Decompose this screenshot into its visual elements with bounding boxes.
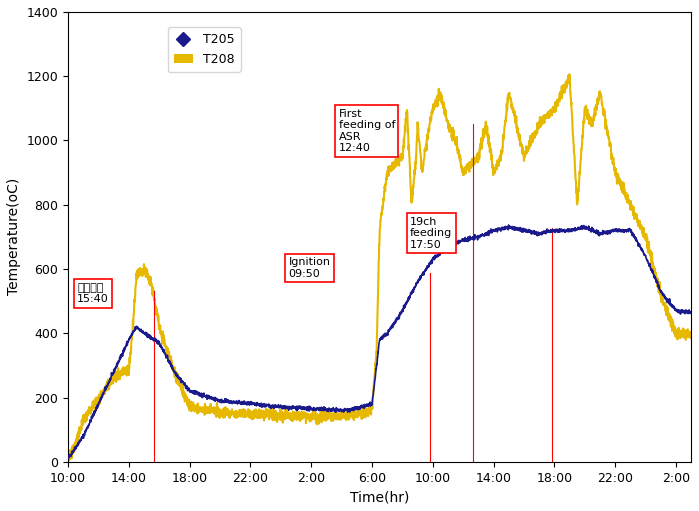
- Text: First
feeding of
ASR
12:40: First feeding of ASR 12:40: [338, 108, 395, 153]
- Y-axis label: Temperature(oC): Temperature(oC): [7, 178, 21, 295]
- X-axis label: Time(hr): Time(hr): [350, 490, 410, 504]
- Text: Ignition
09:50: Ignition 09:50: [289, 257, 331, 278]
- Legend: T205, T208: T205, T208: [168, 27, 240, 72]
- Text: 예열시작
15:40: 예열시작 15:40: [77, 283, 109, 305]
- Text: 19ch
feeding
17:50: 19ch feeding 17:50: [410, 217, 452, 250]
